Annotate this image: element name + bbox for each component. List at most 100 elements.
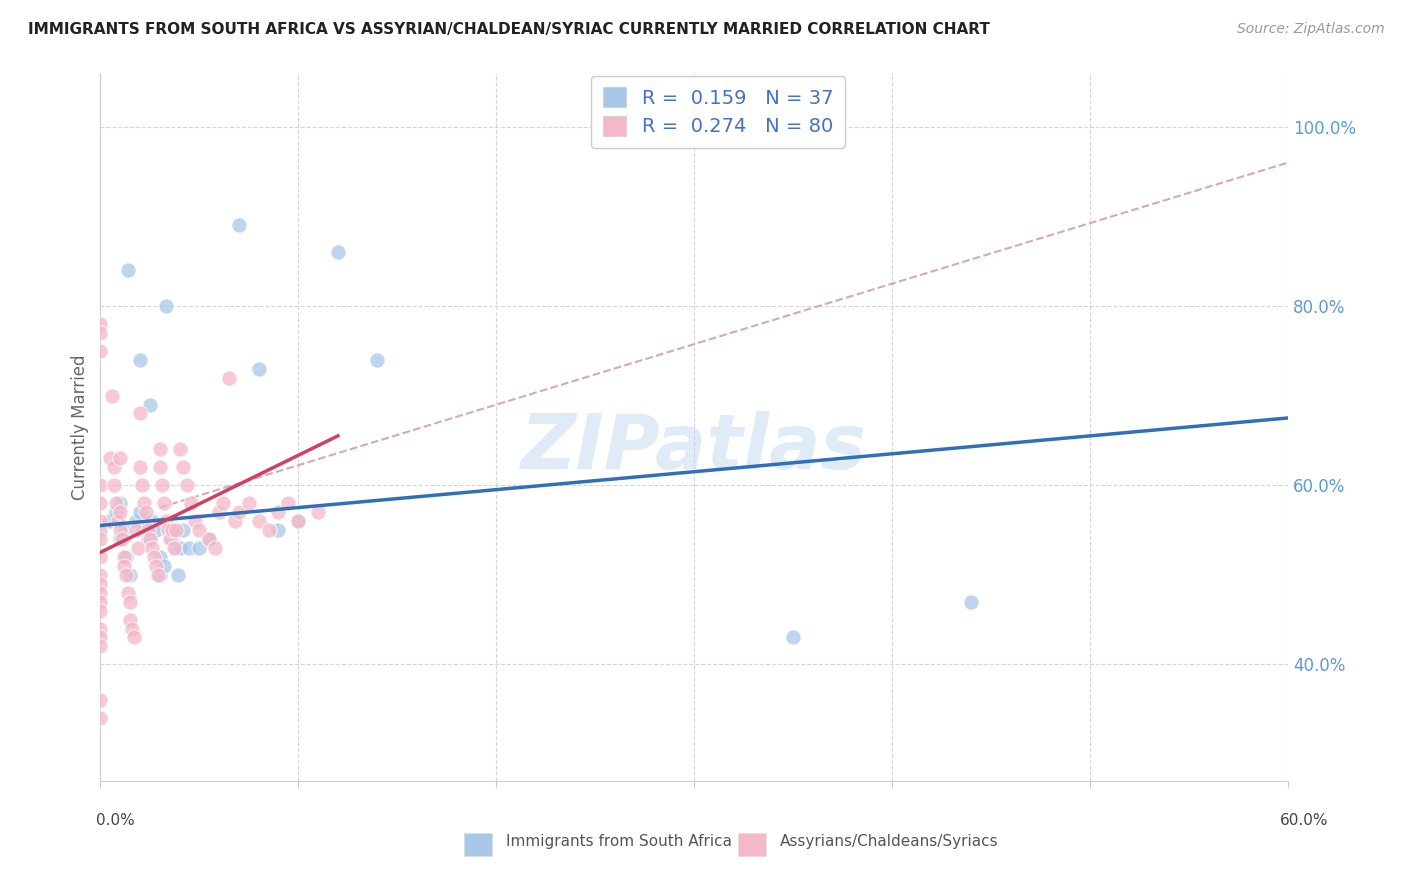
Point [228, 505, 250, 519]
Text: Source: ZipAtlas.com: Source: ZipAtlas.com [1237, 22, 1385, 37]
Point [160, 523, 183, 537]
Point [326, 245, 349, 260]
Point [117, 263, 139, 277]
Point [112, 558, 135, 573]
Point [111, 532, 134, 546]
Point [145, 523, 167, 537]
Point [125, 523, 148, 537]
Point [155, 514, 177, 528]
Point [218, 370, 240, 384]
Point [159, 523, 181, 537]
Point [118, 594, 141, 608]
Text: Assyrians/Chaldeans/Syriacs: Assyrians/Chaldeans/Syriacs [780, 834, 998, 848]
Point [108, 451, 131, 466]
Point [89, 326, 111, 340]
Point [89, 532, 111, 546]
Point [103, 460, 125, 475]
Point [89, 549, 111, 564]
Point [180, 496, 202, 510]
Point [184, 514, 207, 528]
Text: ZIPatlas: ZIPatlas [522, 411, 868, 485]
Point [103, 478, 125, 492]
Point [287, 514, 309, 528]
Point [159, 532, 181, 546]
Point [162, 541, 184, 555]
Point [101, 388, 124, 402]
Point [131, 478, 153, 492]
Point [98, 514, 121, 528]
Point [129, 505, 152, 519]
Point [228, 219, 250, 233]
Point [238, 496, 260, 510]
Point [89, 594, 111, 608]
Point [129, 460, 152, 475]
Point [105, 505, 128, 519]
Point [89, 622, 111, 636]
Point [108, 532, 131, 546]
Point [127, 541, 149, 555]
Point [145, 558, 167, 573]
Text: 0.0%: 0.0% [96, 814, 135, 828]
Point [107, 514, 129, 528]
Point [132, 496, 155, 510]
Point [89, 523, 111, 537]
Point [247, 514, 270, 528]
Text: 60.0%: 60.0% [1281, 814, 1329, 828]
Point [247, 361, 270, 376]
Point [141, 514, 163, 528]
Point [129, 352, 152, 367]
Point [198, 532, 221, 546]
Point [149, 549, 172, 564]
Point [118, 567, 141, 582]
Point [89, 711, 111, 725]
Point [366, 352, 388, 367]
Point [208, 505, 231, 519]
Point [132, 523, 155, 537]
Point [89, 693, 111, 707]
Point [121, 622, 143, 636]
Point [155, 299, 177, 313]
Point [169, 541, 191, 555]
Point [257, 523, 280, 537]
Point [141, 541, 163, 555]
Point [224, 514, 246, 528]
Point [267, 523, 290, 537]
Text: Immigrants from South Africa: Immigrants from South Africa [506, 834, 733, 848]
Point [122, 631, 145, 645]
Point [179, 541, 201, 555]
Point [135, 505, 157, 519]
Point [198, 532, 221, 546]
Point [118, 613, 141, 627]
Point [156, 523, 179, 537]
Point [149, 460, 172, 475]
Point [139, 532, 162, 546]
Point [139, 397, 162, 411]
Point [169, 442, 191, 457]
Point [149, 442, 172, 457]
Point [166, 567, 188, 582]
Point [287, 514, 309, 528]
Point [112, 523, 135, 537]
Point [108, 505, 131, 519]
Text: IMMIGRANTS FROM SOUTH AFRICA VS ASSYRIAN/CHALDEAN/SYRIAC CURRENTLY MARRIED CORRE: IMMIGRANTS FROM SOUTH AFRICA VS ASSYRIAN… [28, 22, 990, 37]
Point [782, 631, 804, 645]
Point [89, 640, 111, 654]
Point [89, 631, 111, 645]
Point [89, 496, 111, 510]
Point [165, 523, 187, 537]
Point [115, 549, 138, 564]
Point [142, 549, 165, 564]
Point [960, 594, 983, 608]
Point [115, 567, 138, 582]
Point [129, 407, 152, 421]
Point [165, 541, 187, 555]
Point [149, 567, 172, 582]
Point [105, 496, 128, 510]
Point [188, 541, 211, 555]
Point [112, 549, 135, 564]
Point [98, 451, 121, 466]
Point [160, 532, 183, 546]
Point [277, 496, 299, 510]
Point [125, 514, 148, 528]
Point [173, 523, 195, 537]
